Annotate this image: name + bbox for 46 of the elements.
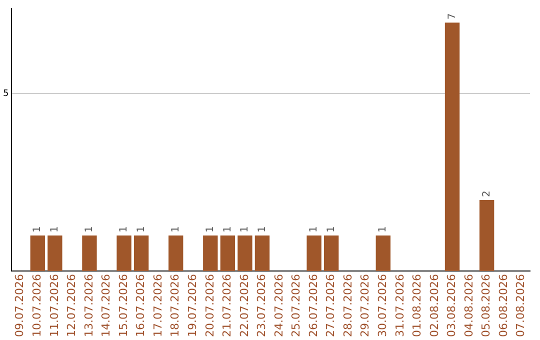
x-tick-label: 01.08.2026 — [410, 274, 424, 338]
x-tick-label: 22.07.2026 — [238, 274, 251, 338]
data-label: 1 — [204, 226, 216, 233]
x-tick-label: 18.07.2026 — [168, 274, 182, 338]
data-label: 1 — [308, 226, 320, 233]
x-tick-label: 10.07.2026 — [30, 274, 44, 338]
data-label: 1 — [84, 226, 96, 233]
x-tick-label: 31.07.2026 — [393, 274, 406, 338]
x-tick-label: 24.07.2026 — [272, 274, 286, 338]
x-tick-label: 14.07.2026 — [100, 274, 113, 338]
x-tick-label: 05.08.2026 — [480, 274, 493, 338]
data-label: 1 — [32, 226, 44, 233]
x-tick-label: 06.08.2026 — [496, 274, 510, 338]
x-tick-label: 29.07.2026 — [358, 274, 372, 338]
data-label: 1 — [240, 226, 251, 233]
data-label: 1 — [256, 226, 268, 233]
data-label: 1 — [136, 226, 147, 233]
x-tick-label: 17.07.2026 — [151, 274, 164, 338]
x-tick-label: 25.07.2026 — [290, 274, 303, 338]
x-tick-label: 16.07.2026 — [134, 274, 148, 338]
x-tick-label: 21.07.2026 — [220, 274, 234, 338]
x-tick-label: 03.08.2026 — [445, 274, 458, 338]
x-tick-label: 28.07.2026 — [341, 274, 354, 338]
x-tick-label: 30.07.2026 — [376, 274, 390, 338]
data-label: 2 — [481, 190, 492, 198]
y-tick-label: 5 — [2, 88, 9, 99]
data-label: 1 — [50, 226, 61, 233]
data-label: 1 — [326, 226, 337, 233]
data-label: 7 — [446, 13, 458, 20]
data-label: 1 — [222, 226, 234, 233]
x-tick-label: 26.07.2026 — [306, 274, 320, 338]
data-label: 1 — [170, 226, 182, 233]
x-tick-label: 09.07.2026 — [13, 274, 26, 338]
x-tick-label: 23.07.2026 — [255, 274, 268, 338]
data-label: 1 — [118, 226, 130, 233]
x-tick-label: 12.07.2026 — [65, 274, 78, 338]
data-label: 1 — [378, 226, 389, 233]
x-tick-label: 19.07.2026 — [186, 274, 199, 338]
x-tick-label: 27.07.2026 — [324, 274, 338, 338]
x-tick-label: 13.07.2026 — [82, 274, 96, 338]
x-tick-label: 11.07.2026 — [48, 274, 61, 338]
x-tick-label: 04.08.2026 — [462, 274, 476, 338]
x-tick-label: 20.07.2026 — [203, 274, 216, 338]
x-tick-label: 15.07.2026 — [116, 274, 130, 338]
x-tick-label: 07.08.2026 — [514, 274, 528, 338]
x-tick-label: 02.08.2026 — [428, 274, 441, 338]
